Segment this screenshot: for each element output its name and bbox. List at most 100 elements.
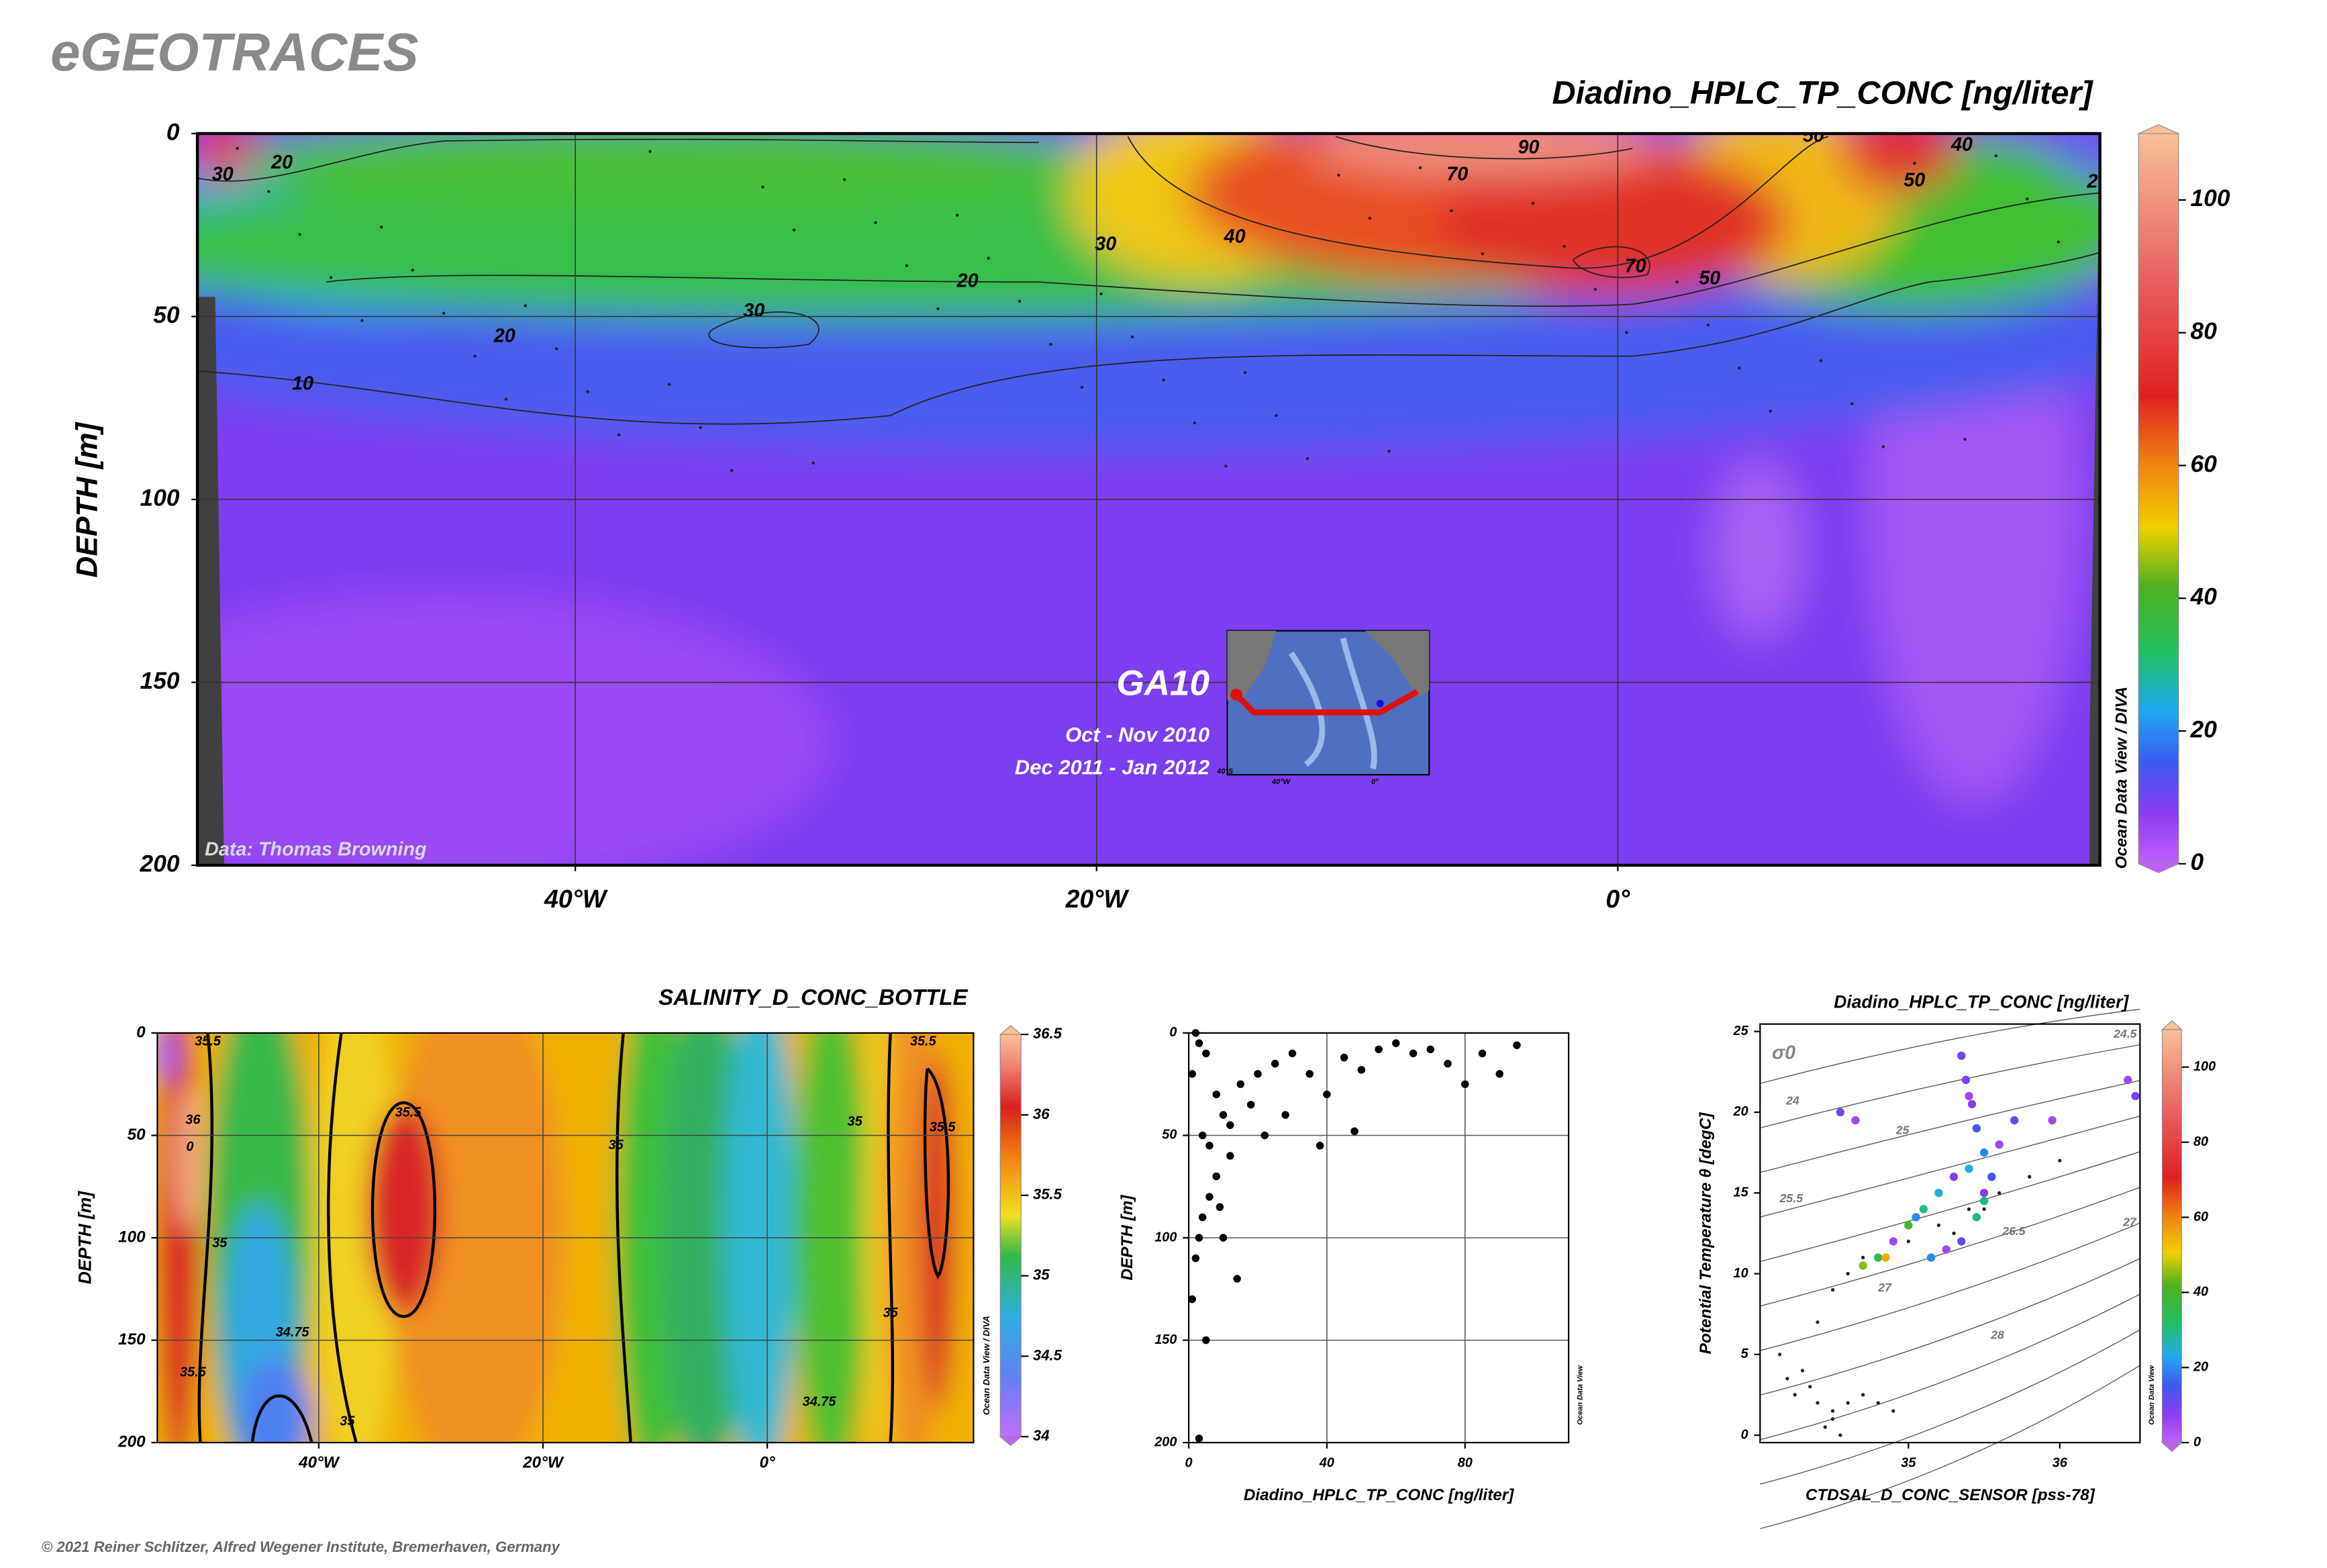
y-tick-label: 100	[140, 485, 180, 511]
inset-shelf	[1288, 637, 1377, 770]
station-dot	[329, 276, 333, 279]
x-tick-label: 0°	[759, 1454, 775, 1472]
isopycnal-label: 27	[2122, 1216, 2137, 1229]
station-dot	[936, 307, 940, 311]
contour-label: 40	[1224, 226, 1246, 247]
y-tick-label: 200	[1154, 1434, 1177, 1449]
station-dot	[1706, 324, 1710, 327]
station-dot	[2026, 197, 2029, 201]
data-point	[1961, 1075, 1971, 1085]
contour-label: 20	[956, 271, 979, 292]
station-dot	[1994, 154, 1998, 158]
land	[197, 297, 224, 866]
background-point	[1876, 1401, 1880, 1405]
data-point	[1198, 1213, 1207, 1222]
isopycnal-label: 26.5	[2001, 1224, 2026, 1238]
plot-frame	[1759, 1023, 2141, 1444]
station-dot	[1130, 335, 1134, 339]
station-dot	[473, 354, 477, 358]
station-dot	[842, 178, 846, 181]
data-point	[2124, 1075, 2132, 1085]
data-point	[1392, 1039, 1400, 1047]
colorbar-cap	[999, 1025, 1022, 1035]
data-point	[1260, 1131, 1269, 1140]
colorbar-tick-label: 80	[2191, 318, 2218, 344]
data-point	[1957, 1237, 1966, 1246]
brand: eGEOTRACES	[50, 22, 418, 82]
data-point	[1212, 1090, 1221, 1099]
x-tick-label: 20°W	[1065, 885, 1130, 913]
background-point	[1830, 1417, 1835, 1421]
colorbar-tick-label: 100	[2193, 1059, 2216, 1074]
station-dot	[1625, 331, 1628, 334]
station-dot	[1819, 359, 1823, 362]
inset-axis-label: 40°W	[1271, 778, 1291, 786]
annotation: Ocean Data View	[2148, 1365, 2156, 1425]
field-blob	[157, 1032, 179, 1084]
contour-label: 70	[1446, 164, 1468, 185]
data-point	[1205, 1141, 1214, 1150]
x-tick-label: 40°W	[544, 885, 609, 913]
colorbar-tick-label: 60	[2191, 451, 2218, 477]
background-point	[1830, 1409, 1835, 1413]
inset-station	[1230, 688, 1242, 701]
field-blob	[172, 1083, 202, 1232]
station-dot	[1080, 385, 1084, 389]
field-blob	[1714, 460, 1803, 638]
contour-label: 40	[1950, 134, 1973, 155]
station-dot	[1450, 209, 1453, 213]
data-point	[1340, 1053, 1348, 1062]
station-dot	[1243, 371, 1247, 375]
data-point	[1979, 1189, 1989, 1197]
contour-label: 30	[212, 164, 234, 185]
colorbar-tick-label: 0	[2191, 849, 2204, 875]
field-blob	[1840, 133, 1959, 193]
colorbar	[999, 1034, 1022, 1437]
contour-line	[197, 252, 2100, 425]
isopycnal-label: 24	[1785, 1093, 1799, 1107]
contour-line	[197, 1032, 214, 1443]
background-point	[1785, 1377, 1789, 1381]
isopycnal-label: 27	[1877, 1281, 1892, 1294]
y-axis-label: DEPTH [m]	[1118, 1195, 1136, 1281]
colorbar-tick-label: 34	[1033, 1427, 1050, 1444]
colorbar-tick-label: 60	[2193, 1210, 2208, 1224]
contour-label: 34.75	[803, 1395, 837, 1410]
station-dot	[298, 233, 301, 236]
data-point	[1926, 1253, 1936, 1262]
data-point	[1212, 1172, 1221, 1181]
contour-label: 50	[1699, 267, 1720, 289]
contour-line	[1335, 136, 1650, 279]
isopycnal	[1760, 1116, 2140, 1218]
y-tick-label: 0	[1169, 1025, 1177, 1040]
contour-label: 35	[883, 1306, 899, 1320]
isopycnal-label: 25	[1895, 1124, 1910, 1137]
y-tick-label: 150	[118, 1330, 146, 1349]
inset-label: GA10	[1116, 664, 1209, 703]
y-tick-label: 50	[1162, 1128, 1177, 1142]
background-point	[1846, 1401, 1850, 1405]
contour-label: 35	[212, 1236, 228, 1251]
station-dot	[761, 185, 764, 189]
background-point	[1982, 1207, 1986, 1211]
isopycnal	[1760, 1222, 2140, 1351]
y-tick-label: 150	[1154, 1332, 1177, 1347]
isopycnal	[1760, 1080, 2140, 1173]
data-point	[1444, 1059, 1452, 1068]
contour-label: 70	[1625, 256, 1646, 277]
station-dot	[360, 319, 364, 322]
x-tick-label: 40°W	[298, 1454, 340, 1472]
data-point	[1281, 1111, 1289, 1119]
chart-title: Diadino_HPLC_TP_CONC [ng/liter]	[1552, 75, 2094, 111]
station-dot	[1305, 457, 1309, 460]
inset-date: Dec 2011 - Jan 2012	[1015, 756, 1209, 779]
contour-line	[615, 1032, 632, 1443]
inset-cruise	[1234, 689, 1419, 716]
data-point	[1995, 1140, 2003, 1149]
station-dot	[236, 146, 240, 150]
colorbar-cap	[2138, 863, 2179, 873]
x-tick-label: 0°	[1605, 885, 1630, 913]
colorbar-tick-label: 80	[2193, 1134, 2208, 1149]
data-point	[1942, 1245, 1950, 1254]
data-point	[1874, 1253, 1883, 1262]
